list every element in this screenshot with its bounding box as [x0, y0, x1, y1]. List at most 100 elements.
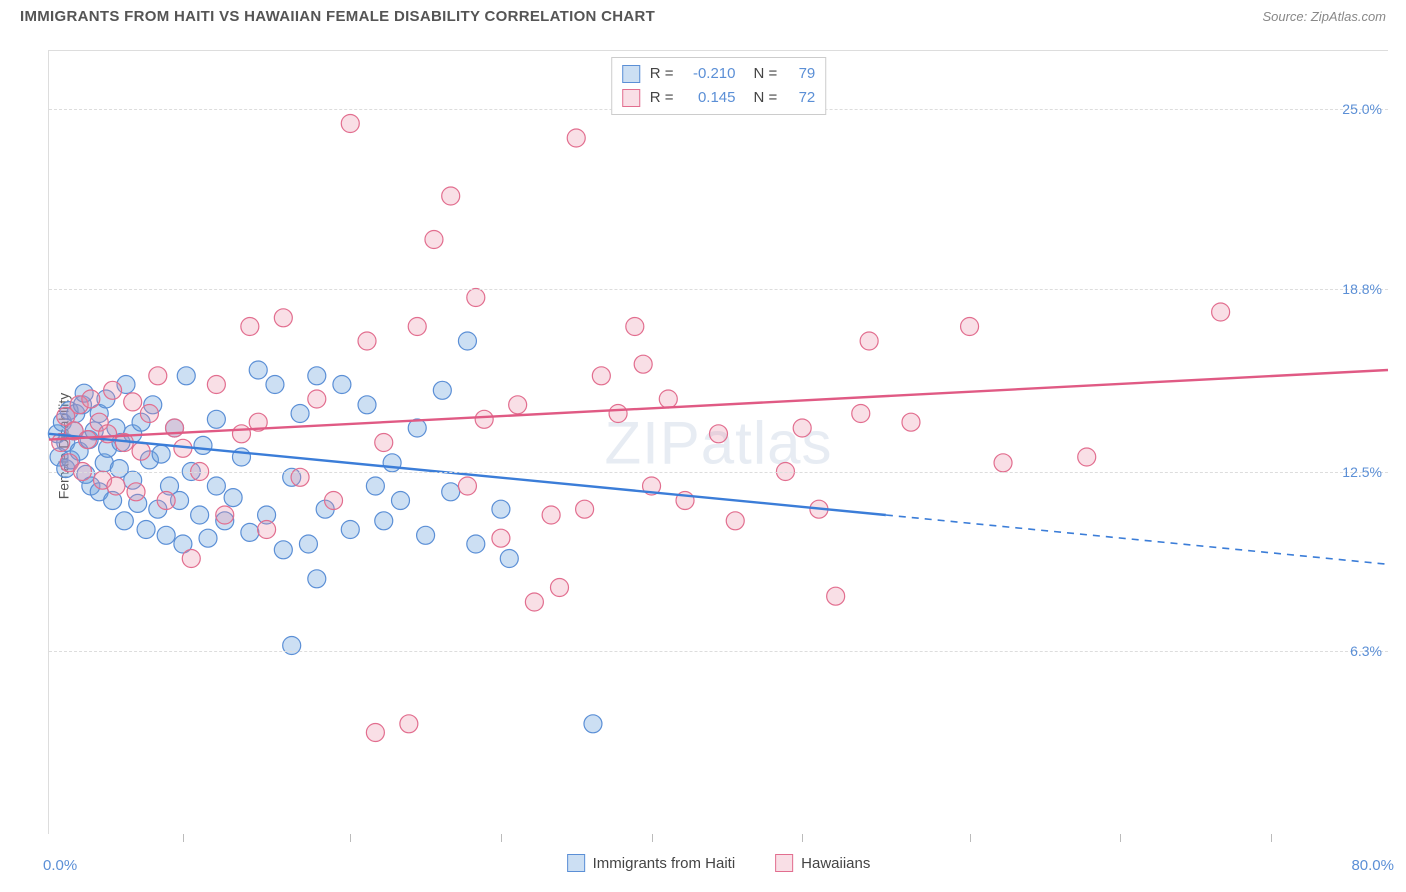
legend-r-label: R = [650, 86, 674, 110]
scatter-point [710, 425, 728, 443]
scatter-point [249, 361, 267, 379]
scatter-point [492, 529, 510, 547]
legend-swatch [775, 854, 793, 872]
chart-area: ZIPatlas 6.3%12.5%18.8%25.0%0.0%80.0%R =… [48, 50, 1388, 834]
legend-swatch [622, 65, 640, 83]
y-tick-label: 12.5% [1342, 464, 1382, 480]
correlation-legend: R =-0.210N =79R =0.145N =72 [611, 57, 827, 115]
legend-swatch [622, 89, 640, 107]
scatter-point [442, 483, 460, 501]
x-tick [350, 834, 351, 842]
scatter-point [1078, 448, 1096, 466]
scatter-point [509, 396, 527, 414]
chart-source: Source: ZipAtlas.com [1262, 9, 1386, 24]
regression-line-extend [886, 515, 1388, 564]
scatter-point [626, 318, 644, 336]
scatter-point [383, 454, 401, 472]
scatter-point [659, 390, 677, 408]
scatter-point [609, 405, 627, 423]
scatter-point [634, 355, 652, 373]
scatter-point [341, 115, 359, 133]
scatter-point [325, 492, 343, 510]
scatter-point [194, 436, 212, 454]
scatter-point [333, 376, 351, 394]
scatter-point [216, 506, 234, 524]
scatter-point [137, 521, 155, 539]
scatter-point [124, 393, 142, 411]
scatter-point [157, 526, 175, 544]
scatter-point [82, 390, 100, 408]
scatter-point [152, 445, 170, 463]
legend-n-label: N = [754, 86, 778, 110]
scatter-point [375, 434, 393, 452]
scatter-point [500, 550, 518, 568]
scatter-point [291, 405, 309, 423]
scatter-point [458, 332, 476, 350]
y-tick-label: 18.8% [1342, 281, 1382, 297]
legend-swatch [567, 854, 585, 872]
scatter-point [492, 500, 510, 518]
scatter-point [274, 309, 292, 327]
grid-line [49, 289, 1388, 290]
scatter-point [274, 541, 292, 559]
scatter-point [961, 318, 979, 336]
scatter-point [358, 396, 376, 414]
chart-title: IMMIGRANTS FROM HAITI VS HAWAIIAN FEMALE… [20, 8, 655, 25]
x-tick [501, 834, 502, 842]
series-legend-label: Immigrants from Haiti [593, 855, 736, 872]
grid-line [49, 651, 1388, 652]
scatter-point [726, 512, 744, 530]
scatter-point [308, 570, 326, 588]
scatter-point [258, 521, 276, 539]
scatter-point [199, 529, 217, 547]
scatter-point [358, 332, 376, 350]
legend-n-label: N = [754, 62, 778, 86]
scatter-point [241, 523, 259, 541]
series-legend-item: Immigrants from Haiti [567, 854, 736, 872]
x-tick [1271, 834, 1272, 842]
plot-svg [49, 51, 1388, 834]
legend-n-value: 79 [787, 62, 815, 86]
scatter-point [852, 405, 870, 423]
scatter-point [299, 535, 317, 553]
series-legend-item: Hawaiians [775, 854, 870, 872]
scatter-point [177, 367, 195, 385]
scatter-point [550, 579, 568, 597]
scatter-point [902, 413, 920, 431]
scatter-point [417, 526, 435, 544]
series-legend-label: Hawaiians [801, 855, 870, 872]
x-tick [802, 834, 803, 842]
scatter-point [341, 521, 359, 539]
scatter-point [525, 593, 543, 611]
scatter-point [308, 390, 326, 408]
x-tick [652, 834, 653, 842]
scatter-point [433, 381, 451, 399]
scatter-point [308, 367, 326, 385]
grid-line [49, 472, 1388, 473]
scatter-point [78, 431, 96, 449]
scatter-point [458, 477, 476, 495]
scatter-point [132, 442, 150, 460]
scatter-point [408, 318, 426, 336]
scatter-point [994, 454, 1012, 472]
scatter-point [140, 405, 158, 423]
scatter-point [391, 492, 409, 510]
scatter-point [400, 715, 418, 733]
scatter-point [182, 550, 200, 568]
legend-r-value: -0.210 [684, 62, 736, 86]
scatter-point [191, 506, 209, 524]
x-tick [183, 834, 184, 842]
scatter-point [107, 477, 125, 495]
chart-header: IMMIGRANTS FROM HAITI VS HAWAIIAN FEMALE… [0, 0, 1406, 31]
scatter-point [207, 376, 225, 394]
scatter-point [567, 129, 585, 147]
legend-row: R =-0.210N =79 [622, 62, 816, 86]
scatter-point [467, 535, 485, 553]
legend-n-value: 72 [787, 86, 815, 110]
scatter-point [375, 512, 393, 530]
scatter-point [442, 187, 460, 205]
plot-region: ZIPatlas 6.3%12.5%18.8%25.0%0.0%80.0%R =… [49, 51, 1388, 834]
y-tick-label: 25.0% [1342, 101, 1382, 117]
scatter-point [475, 410, 493, 428]
scatter-point [232, 425, 250, 443]
